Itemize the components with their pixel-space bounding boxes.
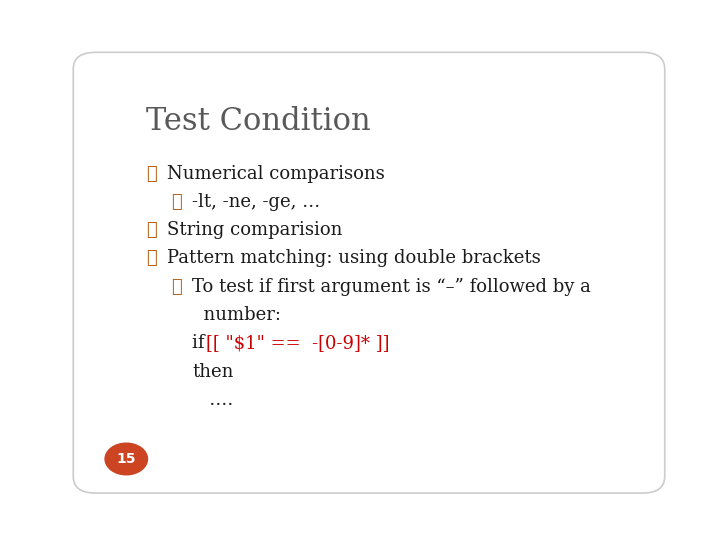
Text: ♻: ♻ [171,278,181,296]
Text: 15: 15 [117,452,136,466]
Text: -lt, -ne, -ge, …: -lt, -ne, -ge, … [192,193,320,211]
Text: Test Condition: Test Condition [145,106,371,137]
Text: To test if first argument is “–” followed by a: To test if first argument is “–” followe… [192,278,591,296]
Text: number:: number: [192,306,281,324]
FancyBboxPatch shape [73,52,665,493]
Text: ♻: ♻ [145,221,156,239]
Text: ♻: ♻ [171,193,181,211]
Text: Numerical comparisons: Numerical comparisons [167,165,384,183]
Text: then: then [192,362,233,381]
Text: String comparision: String comparision [167,221,343,239]
Text: ♻: ♻ [145,165,156,183]
Text: [[ "$1" ==  -[0-9]* ]]: [[ "$1" == -[0-9]* ]] [206,334,390,352]
Text: if: if [192,334,210,352]
Text: ♻: ♻ [145,249,156,267]
Text: Pattern matching: using double brackets: Pattern matching: using double brackets [167,249,541,267]
Text: ….: …. [192,391,233,409]
Circle shape [105,443,148,475]
